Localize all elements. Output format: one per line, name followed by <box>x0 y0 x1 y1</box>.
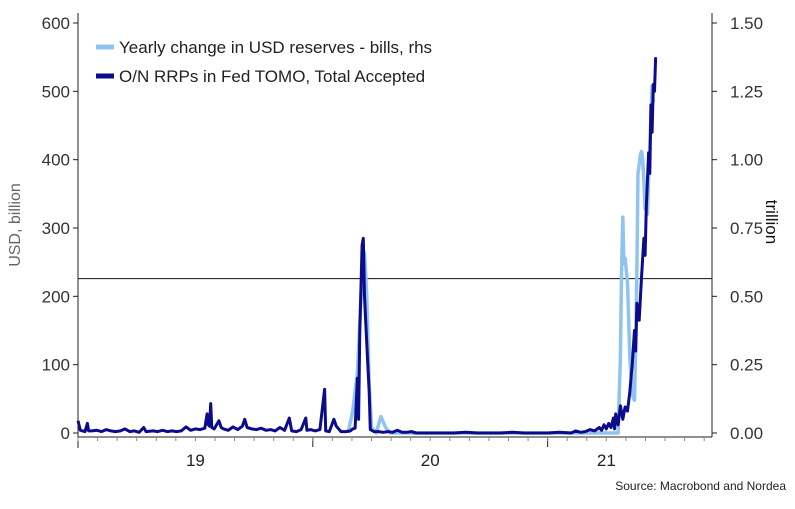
legend-label: Yearly change in USD reserves - bills, r… <box>119 38 432 57</box>
y-axis-title-left: USD, billion <box>7 183 24 267</box>
source-note: Source: Macrobond and Nordea <box>615 479 786 493</box>
x-tick-label: 19 <box>186 451 205 470</box>
y-tick-label-right: 1.00 <box>730 151 763 170</box>
legend-label: O/N RRPs in Fed TOMO, Total Accepted <box>119 67 425 86</box>
axes: 0 100 200 300 400 500 600 0.00 0.25 0.50 0.75 1.00 1… <box>42 13 763 470</box>
y-tick-label-right: 0.50 <box>730 287 763 306</box>
y-tick-label-left: 100 <box>42 356 70 375</box>
y-tick-label-right: 1.25 <box>730 82 763 101</box>
y-tick-label-left: 0 <box>61 424 70 443</box>
series-line-rrp <box>76 57 658 435</box>
y-tick-label-left: 300 <box>42 219 70 238</box>
plot-area <box>76 57 712 435</box>
series-line-reserves <box>346 84 656 435</box>
y-tick-label-left: 400 <box>42 151 70 170</box>
y-tick-label-left: 600 <box>42 14 70 33</box>
y-tick-label-right: 0.00 <box>730 424 763 443</box>
x-tick-label: 21 <box>597 451 616 470</box>
legend: Yearly change in USD reserves - bills, r… <box>96 38 432 86</box>
y-tick-label-right: 0.75 <box>730 219 763 238</box>
y-tick-label-left: 500 <box>42 82 70 101</box>
y-tick-label-right: 0.25 <box>730 356 763 375</box>
y-tick-label-left: 200 <box>42 287 70 306</box>
x-tick-label: 20 <box>421 451 440 470</box>
y-tick-label-right: 1.50 <box>730 14 763 33</box>
y-axis-title-right: trillion <box>762 200 781 244</box>
